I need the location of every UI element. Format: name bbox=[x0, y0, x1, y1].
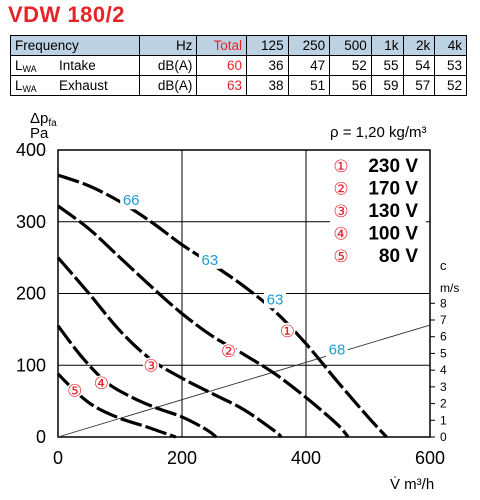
right-tick-label: 5 bbox=[440, 346, 447, 360]
lwa-label: LWA bbox=[10, 75, 55, 96]
right-tick-label: 2 bbox=[440, 397, 447, 411]
band-header: 500 bbox=[329, 35, 372, 56]
fan-curve-4 bbox=[56, 324, 218, 439]
legend-label: 100 V bbox=[368, 224, 418, 245]
plot-frame bbox=[57, 149, 431, 438]
fan-curve-3 bbox=[56, 256, 283, 439]
chart-title: VDW 180/2 bbox=[8, 2, 125, 27]
curve-marker-3: ③ bbox=[143, 356, 158, 376]
right-tick-label: 7 bbox=[440, 313, 447, 327]
curve-marker-bg bbox=[220, 342, 237, 359]
row-name: Exhaust bbox=[55, 75, 140, 96]
sound-data-table: Frequency Hz Total 125 250 500 1k 2k 4k … bbox=[10, 35, 467, 96]
density-label: ρ = 1,20 kg/m³ bbox=[330, 124, 427, 141]
y-axis-unit: Pa bbox=[30, 125, 49, 142]
right-tick-label: 8 bbox=[440, 296, 447, 310]
table-cell: 52 bbox=[329, 55, 372, 76]
band-header: 2k bbox=[402, 35, 436, 56]
noise-level-label: 66 bbox=[123, 192, 140, 209]
curve-marker-5: ⑤ bbox=[67, 381, 82, 401]
table-cell: 51 bbox=[287, 75, 331, 96]
legend-label: 170 V bbox=[368, 179, 418, 200]
table-header-row: Frequency Hz Total 125 250 500 1k 2k 4k bbox=[10, 35, 467, 56]
fan-curve-2 bbox=[57, 204, 350, 439]
table-cell: 53 bbox=[434, 55, 467, 76]
lwa-main: L bbox=[15, 77, 23, 93]
row-total: 63 bbox=[196, 75, 247, 96]
table-cell: 52 bbox=[434, 75, 467, 96]
lwa-sub: WA bbox=[22, 83, 37, 94]
right-tick-label: 0 bbox=[440, 430, 447, 444]
x-tick-label: 0 bbox=[53, 448, 63, 468]
x-tick-label: 200 bbox=[167, 448, 197, 468]
table-cell: 56 bbox=[329, 75, 372, 96]
table-cell: 59 bbox=[370, 75, 404, 96]
legend-label: 130 V bbox=[368, 201, 418, 222]
y-tick-label: 300 bbox=[16, 212, 46, 232]
curve-marker-bg bbox=[93, 375, 110, 392]
legend-label: 230 V bbox=[368, 156, 418, 177]
legend-marker: ⑤ bbox=[333, 247, 348, 267]
curve-marker-4: ④ bbox=[94, 374, 109, 394]
x-axis-label: V̇ m³/h bbox=[390, 476, 434, 493]
velocity-line bbox=[57, 324, 431, 438]
row-unit: dB(A) bbox=[138, 75, 198, 96]
curve-marker-bg bbox=[143, 357, 159, 374]
right-tick-label: 3 bbox=[440, 380, 447, 394]
y-tick-label: 0 bbox=[36, 427, 46, 447]
legend-background bbox=[330, 152, 426, 264]
table-row-exhaust: LWA Exhaust dB(A) 63 38 51 56 59 57 52 bbox=[10, 75, 467, 96]
noise-label-bg bbox=[198, 251, 221, 269]
unit-header: Hz bbox=[138, 35, 198, 56]
curve-marker-bg bbox=[66, 382, 83, 399]
table-row-intake: LWA Intake dB(A) 60 36 47 52 55 54 53 bbox=[10, 55, 467, 76]
band-header: 1k bbox=[370, 35, 404, 56]
noise-label-bg bbox=[264, 291, 286, 309]
air-velocity-line bbox=[57, 324, 431, 438]
x-tick-label: 400 bbox=[291, 448, 321, 468]
right-tick-label: 1 bbox=[440, 413, 447, 427]
right-axis-unit: m/s bbox=[440, 281, 459, 295]
y-tick-label: 400 bbox=[16, 140, 46, 160]
curve-marker-2: ② bbox=[221, 342, 236, 362]
lwa-main: L bbox=[15, 57, 23, 73]
right-tick-label: 6 bbox=[440, 330, 447, 344]
fan-curve-1 bbox=[57, 173, 388, 439]
noise-level-label: 68 bbox=[329, 341, 346, 358]
plot-border bbox=[57, 149, 431, 438]
noise-label-bg bbox=[326, 341, 348, 359]
noise-level-label: 63 bbox=[267, 291, 284, 308]
chart-labels: 66 63 63 68 ① 230 V ② 170 V ③ 130 V ④ 100 V ⑤ 80 V bbox=[120, 152, 426, 359]
x-tick-label: 600 bbox=[415, 448, 445, 468]
legend-marker: ② bbox=[333, 180, 348, 200]
lwa-sub: WA bbox=[22, 63, 37, 74]
y-axis-label: Δpfa bbox=[30, 110, 57, 129]
y-tick-label: 100 bbox=[16, 355, 46, 375]
curve-marker-bg bbox=[279, 322, 296, 339]
axis-ticks: 0 200 400 600 0 100 200 300 400 0 1 2 3 4 5 6 7 8 bbox=[16, 140, 447, 468]
table-cell: 57 bbox=[402, 75, 436, 96]
curve-marker-1: ① bbox=[280, 322, 295, 342]
y-tick-label: 200 bbox=[16, 284, 46, 304]
right-tick-label: 4 bbox=[440, 363, 447, 377]
legend-marker: ③ bbox=[333, 202, 348, 222]
legend-marker: ④ bbox=[333, 225, 348, 245]
legend-marker: ① bbox=[333, 157, 348, 177]
noise-label-bg bbox=[120, 192, 143, 210]
noise-level-label: 63 bbox=[202, 252, 219, 269]
legend-label: 80 V bbox=[379, 246, 418, 267]
row-unit: dB(A) bbox=[138, 55, 198, 76]
right-axis-label: c bbox=[440, 258, 447, 273]
